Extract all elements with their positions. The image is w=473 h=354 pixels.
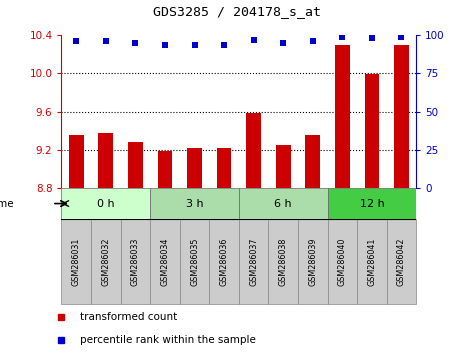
Bar: [121, 219, 150, 304]
Point: [102, 39, 110, 44]
Text: 3 h: 3 h: [186, 199, 203, 209]
Bar: [268, 219, 298, 304]
Bar: [239, 219, 269, 304]
Text: GSM286039: GSM286039: [308, 238, 317, 286]
Bar: [128, 142, 143, 188]
Bar: [276, 145, 290, 188]
Text: time: time: [0, 199, 14, 209]
Bar: [61, 219, 91, 304]
Point: [368, 36, 376, 41]
Point: [250, 37, 257, 43]
Text: GSM286040: GSM286040: [338, 238, 347, 286]
Bar: [357, 219, 387, 304]
Text: GSM286042: GSM286042: [397, 238, 406, 286]
Bar: [91, 219, 121, 304]
Bar: [98, 133, 113, 188]
Text: GSM286036: GSM286036: [219, 238, 228, 286]
Point: [72, 39, 80, 44]
Point: [339, 34, 346, 40]
Text: GSM286037: GSM286037: [249, 238, 258, 286]
Bar: [394, 45, 409, 188]
Point: [191, 42, 198, 47]
Bar: [365, 74, 379, 188]
Point: [161, 42, 169, 47]
Bar: [187, 148, 202, 188]
Point: [398, 34, 405, 40]
Bar: [150, 188, 239, 219]
Bar: [158, 152, 172, 188]
Bar: [180, 219, 209, 304]
Text: percentile rank within the sample: percentile rank within the sample: [80, 335, 256, 346]
Text: GSM286041: GSM286041: [368, 238, 377, 286]
Point: [280, 40, 287, 46]
Text: 0 h: 0 h: [97, 199, 114, 209]
Bar: [306, 135, 320, 188]
Point: [131, 40, 139, 46]
Text: 12 h: 12 h: [359, 199, 384, 209]
Text: GSM286035: GSM286035: [190, 238, 199, 286]
Text: GSM286033: GSM286033: [131, 238, 140, 286]
Bar: [327, 188, 416, 219]
Text: GSM286031: GSM286031: [72, 238, 81, 286]
Bar: [150, 219, 180, 304]
Bar: [69, 135, 84, 188]
Text: 6 h: 6 h: [274, 199, 292, 209]
Text: GSM286034: GSM286034: [160, 238, 169, 286]
Bar: [327, 219, 357, 304]
Text: GSM286032: GSM286032: [101, 238, 110, 286]
Bar: [335, 45, 350, 188]
Bar: [298, 219, 327, 304]
Text: transformed count: transformed count: [80, 312, 178, 322]
Point: [309, 39, 316, 44]
Point: [220, 42, 228, 47]
Bar: [239, 188, 327, 219]
Text: GSM286038: GSM286038: [279, 238, 288, 286]
Bar: [387, 219, 416, 304]
Bar: [217, 148, 231, 188]
Bar: [246, 113, 261, 188]
Bar: [209, 219, 239, 304]
Text: GDS3285 / 204178_s_at: GDS3285 / 204178_s_at: [152, 5, 321, 18]
Bar: [61, 188, 150, 219]
